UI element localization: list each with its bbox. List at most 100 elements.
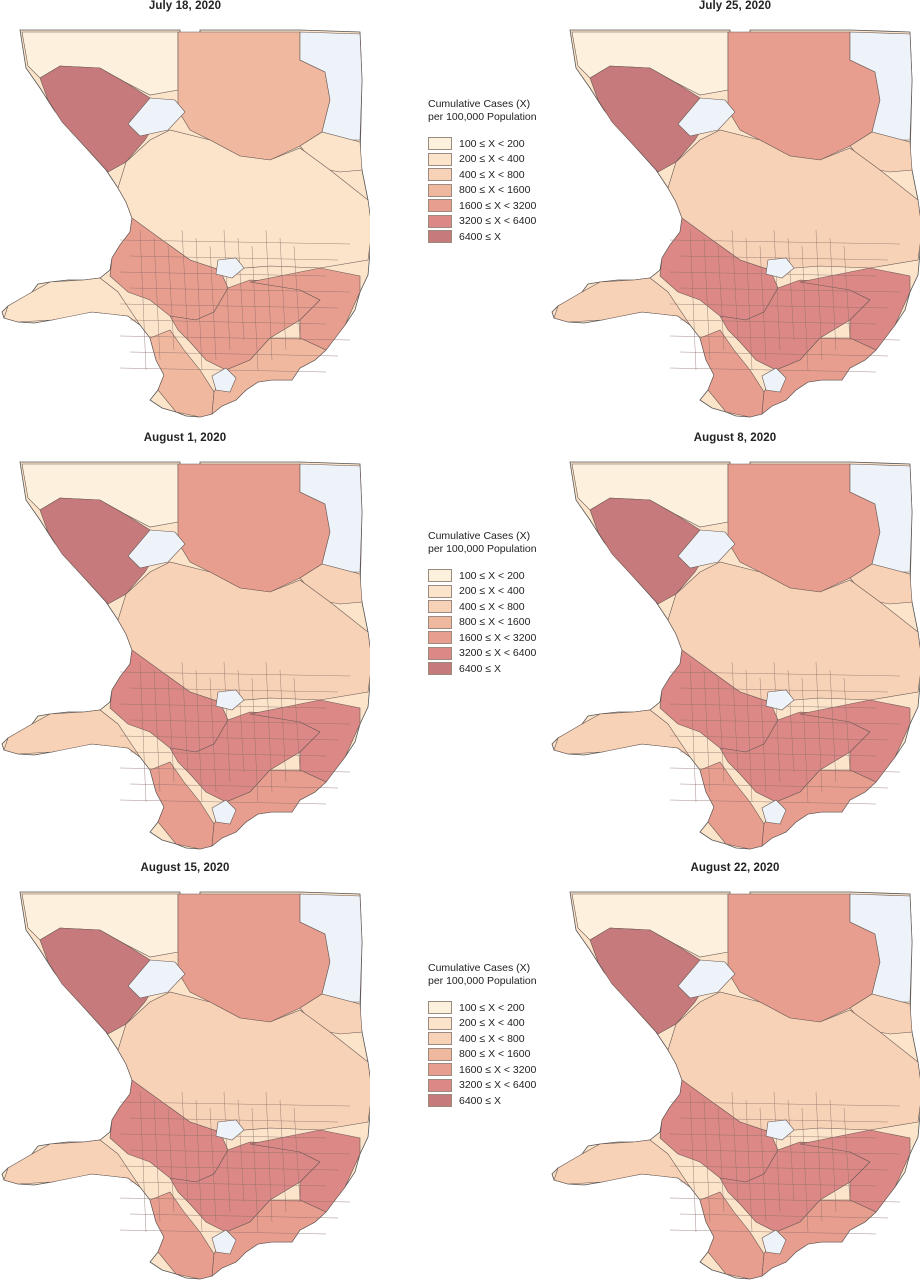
legend-item: 6400 ≤ X <box>428 229 558 245</box>
legend-item: 100 ≤ X < 200 <box>428 136 558 152</box>
tract-line <box>801 677 809 803</box>
tract-line <box>119 1197 351 1203</box>
tract-line <box>679 351 889 357</box>
region-forest-west <box>39 927 163 1035</box>
tract-line <box>279 669 287 783</box>
tract-line <box>773 1091 781 1213</box>
tract-line <box>703 1099 711 1223</box>
tract-line <box>279 1099 287 1213</box>
no-data-reservoir <box>127 97 186 137</box>
tract-line <box>265 661 273 793</box>
legend-item: 200 ≤ X < 400 <box>428 584 558 600</box>
choropleth-map <box>551 461 920 850</box>
tract-line <box>209 245 217 361</box>
tract-line <box>265 1091 273 1223</box>
legend-label: 800 ≤ X < 1600 <box>459 1048 531 1061</box>
legend-item: 3200 ≤ X < 6400 <box>428 1078 558 1094</box>
tract-line <box>815 661 823 793</box>
legend-swatch <box>428 1094 452 1108</box>
legend-item: 400 ≤ X < 800 <box>428 167 558 183</box>
legend-label: 100 ≤ X < 200 <box>459 569 525 582</box>
region-southeast <box>211 769 327 847</box>
no-data-harbor <box>761 799 787 825</box>
legend-swatch <box>428 662 452 676</box>
tract-line <box>119 671 351 677</box>
tract-line <box>251 1107 259 1233</box>
tract-line <box>717 677 725 783</box>
tract-line <box>669 1101 901 1107</box>
legend-swatch <box>428 631 452 645</box>
tract-line <box>167 245 175 351</box>
panel-title: August 1, 2020 <box>143 432 227 444</box>
tract-line <box>293 677 301 773</box>
tract-line <box>181 229 189 341</box>
tract-line <box>265 229 273 361</box>
legend-swatch <box>428 137 452 151</box>
choropleth-map <box>551 29 920 418</box>
tract-line <box>745 669 753 803</box>
tract-line <box>293 245 301 341</box>
tract-boundaries <box>119 1091 351 1235</box>
legend-swatch <box>428 1032 452 1046</box>
legend-label: 400 ≤ X < 800 <box>459 168 525 181</box>
tract-line <box>829 237 837 351</box>
tract-line <box>829 1099 837 1213</box>
legend-title: Cumulative Cases (X) per 100,000 Populat… <box>428 530 558 556</box>
legend-rows: 100 ≤ X < 200 200 ≤ X < 400 400 ≤ X < 800 8… <box>428 568 558 677</box>
tract-line <box>669 1165 889 1171</box>
legend-swatch <box>428 569 452 583</box>
legend-label: 400 ≤ X < 800 <box>459 600 525 613</box>
tract-line <box>679 1213 889 1219</box>
legend-label: 6400 ≤ X <box>459 662 501 675</box>
map-panel-august-15: August 15, 2020 <box>0 862 370 1282</box>
legend-swatch <box>428 1016 452 1030</box>
tract-line <box>237 1099 245 1203</box>
tract-line <box>801 1107 809 1233</box>
tract-line <box>237 237 245 341</box>
tract-line <box>759 1107 767 1223</box>
tract-boundaries <box>669 661 901 805</box>
tract-line <box>679 1149 901 1155</box>
tract-line <box>153 669 161 793</box>
no-data-reservoir <box>127 529 186 569</box>
region-forest-west <box>589 497 713 605</box>
tract-line <box>129 751 327 757</box>
region-san-gabriel <box>249 1129 361 1213</box>
tract-line <box>843 1107 851 1203</box>
legend-item: 800 ≤ X < 1600 <box>428 615 558 631</box>
region-san-gabriel <box>799 699 911 783</box>
region-santa-monica-mts <box>3 709 141 758</box>
legend-label: 800 ≤ X < 1600 <box>459 184 531 197</box>
region-santa-monica-mts <box>3 1139 141 1188</box>
region-south-bay <box>149 329 215 418</box>
panel-title: August 8, 2020 <box>693 432 777 444</box>
tract-line <box>129 719 351 725</box>
panel-title: August 15, 2020 <box>140 862 230 874</box>
legend-label: 1600 ≤ X < 3200 <box>459 1063 537 1076</box>
legend-swatch <box>428 600 452 614</box>
legend-title-line2: per 100,000 Population <box>428 975 537 987</box>
tract-line <box>181 1091 189 1203</box>
tract-line <box>129 319 327 325</box>
tract-line <box>119 303 339 309</box>
no-data-basin <box>765 1119 795 1141</box>
legend-title: Cumulative Cases (X) per 100,000 Populat… <box>428 98 558 124</box>
region-san-gabriel <box>249 267 361 351</box>
no-data-harbor <box>761 367 787 393</box>
map-legend: Cumulative Cases (X) per 100,000 Populat… <box>428 962 558 1109</box>
legend-label: 100 ≤ X < 200 <box>459 137 525 150</box>
no-data-basin <box>215 257 245 279</box>
legend-label: 200 ≤ X < 400 <box>459 153 525 166</box>
region-south-bay <box>699 1191 765 1280</box>
region-forest-west <box>39 497 163 605</box>
legend-swatch <box>428 1047 452 1061</box>
tract-line <box>129 1181 327 1187</box>
legend-label: 100 ≤ X < 200 <box>459 1001 525 1014</box>
legend-item: 800 ≤ X < 1600 <box>428 183 558 199</box>
region-southeast <box>761 769 877 847</box>
map-panel-august-22: August 22, 2020 <box>550 862 920 1282</box>
region-southeast <box>211 337 327 415</box>
no-data-basin <box>215 689 245 711</box>
tract-line <box>717 245 725 351</box>
legend-item: 100 ≤ X < 200 <box>428 1000 558 1016</box>
